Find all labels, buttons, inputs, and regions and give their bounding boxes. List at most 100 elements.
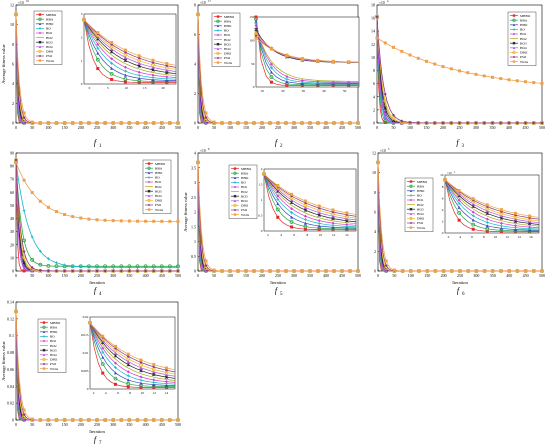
series-line-10-marker xyxy=(228,269,232,273)
y-exponent-base: ×10 xyxy=(200,149,206,153)
series-line-10-marker xyxy=(316,269,320,273)
series-line-6-marker xyxy=(22,261,26,265)
inset-series-line-1 xyxy=(83,19,176,83)
inset-series-line-7-marker xyxy=(114,351,117,355)
inset-series-line-3-marker xyxy=(123,69,127,73)
series-line-10-marker xyxy=(103,121,107,125)
series-line-7-marker xyxy=(22,418,26,422)
inset-frame xyxy=(444,174,540,234)
inset-x-tick-label: 20 xyxy=(161,86,165,90)
inset-series-line-1-marker xyxy=(95,57,100,62)
legend-label: HO3 xyxy=(417,207,424,211)
series-line-10-marker xyxy=(276,269,280,273)
legend-entry: HBA xyxy=(145,166,163,170)
series-line-10-marker xyxy=(507,78,511,82)
legend-marker xyxy=(147,203,151,207)
x-tick-label: 400 xyxy=(143,273,149,278)
series-line-10-marker xyxy=(204,259,208,263)
legend-label: BO xyxy=(417,194,422,198)
series-line-10-marker xyxy=(46,418,50,422)
inset-x-tick-label: 4 xyxy=(459,235,461,239)
inset-y-tick-label: 0 xyxy=(442,231,444,235)
legend-label: BO xyxy=(155,176,160,180)
inset-series-line-10-marker xyxy=(110,41,114,45)
x-tick-label: 150 xyxy=(62,125,68,130)
series-line-9-marker xyxy=(400,119,404,123)
legend-label: DBO xyxy=(50,358,58,362)
series-line-10-marker xyxy=(127,121,131,125)
series-line-10-marker xyxy=(244,269,248,273)
legend-entry: PSO xyxy=(145,203,162,207)
legend-label: HBA xyxy=(520,18,528,22)
inset-series-line-0-marker xyxy=(300,84,304,88)
inset-series-line-5 xyxy=(255,27,359,82)
series-line-10-marker xyxy=(252,121,256,125)
legend-entry: WOA xyxy=(145,208,164,212)
legend-label: HO4 xyxy=(46,45,53,49)
legend-label: HO2 xyxy=(50,344,57,348)
x-tick-label: 100 xyxy=(45,273,51,278)
panel-f3: 0 50 100 150 200 250 300 350 400 450 500 0 2 4 6 8 10 12 1… xyxy=(371,0,545,149)
legend-entry: PSO xyxy=(40,362,57,366)
caption: f xyxy=(94,435,98,444)
inset-series-line-7-marker xyxy=(290,198,294,202)
series-line-10-marker xyxy=(425,269,429,273)
x-tick-label: 100 xyxy=(45,422,51,427)
x-tick-label: 300 xyxy=(473,273,479,278)
legend-entry: DBO xyxy=(510,51,528,55)
x-axis-label: Iteration xyxy=(270,280,286,285)
x-tick-label: 300 xyxy=(473,125,479,130)
legend-label: HBA xyxy=(50,325,58,329)
series-line-9-marker xyxy=(95,269,99,273)
caption: f xyxy=(94,138,98,147)
y-tick-label: 0.12 xyxy=(7,316,14,321)
inset-series-line-2-marker xyxy=(165,78,169,82)
y-tick-label: 4 xyxy=(12,81,14,86)
legend-marker xyxy=(38,17,42,21)
inset-x-tick-label: 30 xyxy=(302,89,306,93)
legend-label: DBO xyxy=(224,52,232,56)
inset-series-line-2-marker xyxy=(269,70,273,74)
series-line-10-marker xyxy=(152,418,156,422)
x-tick-label: 0 xyxy=(376,125,378,130)
legend-label: BO xyxy=(224,29,229,33)
inset-series-line-10-marker xyxy=(457,188,461,192)
legend-marker xyxy=(147,194,151,197)
series-line-10-marker xyxy=(375,36,379,40)
inset-series-line-6-marker xyxy=(113,354,118,358)
x-tick-label: 300 xyxy=(110,273,116,278)
series-line-10-marker xyxy=(95,121,99,125)
series-line-10-marker xyxy=(515,269,519,273)
inset-series-line-10 xyxy=(444,179,540,218)
inset-series-line-10-marker xyxy=(137,54,141,58)
inset-series-line-4-marker xyxy=(303,214,307,218)
series-line-9-marker xyxy=(38,268,42,272)
series-line-10-marker xyxy=(14,309,18,313)
inset-series-line-7-marker xyxy=(137,61,141,65)
inset-series-line-7-marker xyxy=(499,214,503,218)
series-line-10-marker xyxy=(30,191,34,195)
inset-series-line-3-marker xyxy=(485,220,489,224)
inset-frame xyxy=(89,316,176,390)
inset-series-line-0 xyxy=(444,179,539,233)
legend-marker xyxy=(512,46,516,49)
series-line-9-marker xyxy=(160,269,164,273)
inset-x-tick-label: 6 xyxy=(117,391,119,395)
y-tick-label: 2 xyxy=(373,107,375,112)
legend-entry: MHBO xyxy=(40,321,61,325)
inset-series-line-1-marker xyxy=(100,362,105,366)
series-line-10-marker xyxy=(22,178,26,182)
panel-f7: 0 50 100 150 200 250 300 350 400 450 50000.020.040… xyxy=(1,300,181,447)
series-line-9-marker xyxy=(540,121,544,125)
inset-series-line-1 xyxy=(89,322,175,387)
inset-series-line-0 xyxy=(255,16,359,86)
y-axis-label: Average fitness value xyxy=(1,341,6,380)
series-line-10-marker xyxy=(524,269,528,273)
inset-plot: 0 5 10 15 20 0 1 2 3 xyxy=(81,12,177,90)
legend-entry: PSO xyxy=(231,208,248,212)
x-tick-label: 350 xyxy=(126,422,132,427)
inset-series-line-0-marker xyxy=(165,81,169,85)
series-line-9-marker xyxy=(507,121,511,125)
legend-marker xyxy=(42,330,46,333)
legend-label: MHBO xyxy=(417,180,428,184)
